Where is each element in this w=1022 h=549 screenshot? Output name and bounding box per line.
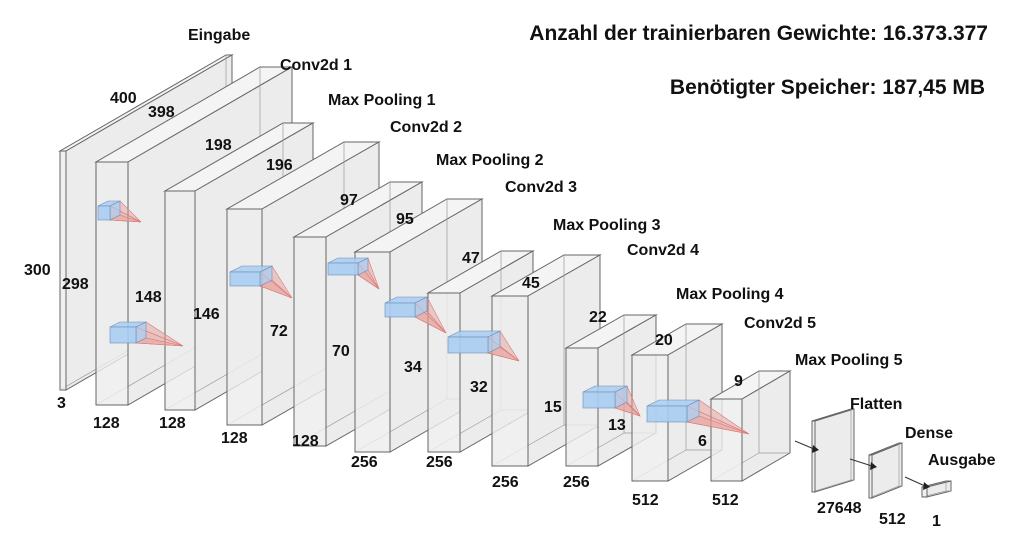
layer-depth-label: 512 <box>879 511 906 528</box>
layer-depth-label: 1 <box>932 513 941 530</box>
pool-cone-2 <box>384 296 447 334</box>
layer-name-label: Max Pooling 4 <box>676 286 784 303</box>
layer-front-face <box>293 236 327 447</box>
layer-width-label: 20 <box>655 332 673 349</box>
layer-height-label: 13 <box>608 417 626 434</box>
layer-width-label: 47 <box>462 250 480 267</box>
layer-depth-label: 256 <box>563 474 590 491</box>
layer-height-label: 300 <box>24 262 51 279</box>
layer-depth-label: 128 <box>292 433 319 450</box>
layer-box-14 <box>921 480 952 498</box>
layer-depth-label: 128 <box>221 430 248 447</box>
connection-arrow <box>904 476 926 487</box>
layer-front-face <box>226 208 263 426</box>
layer-depth-label: 512 <box>632 492 659 509</box>
layer-height-label: 32 <box>470 379 488 396</box>
layer-depth-label: 256 <box>351 454 378 471</box>
trainable-weights-label: Anzahl der trainierbaren Gewichte: 16.37… <box>529 22 988 45</box>
layer-name-label: Ausgabe <box>928 452 996 469</box>
layer-front-face <box>710 398 743 482</box>
layer-width-label: 22 <box>589 309 607 326</box>
layer-height-label: 34 <box>404 359 422 376</box>
layer-width-label: 398 <box>148 104 175 121</box>
layer-front-face <box>427 292 461 453</box>
layer-depth-label: 128 <box>159 415 186 432</box>
kernel-cone-4 <box>646 399 750 435</box>
layer-width-label: 198 <box>205 137 232 154</box>
hidden-edge <box>868 485 900 499</box>
connection-arrowhead <box>870 462 877 470</box>
layer-front-face <box>354 251 391 453</box>
layer-height-label: 72 <box>270 323 288 340</box>
layer-name-label: Max Pooling 5 <box>795 352 903 369</box>
layer-height-label: 15 <box>544 399 562 416</box>
kernel-cone-2 <box>327 257 380 290</box>
layer-width-label: 400 <box>110 90 137 107</box>
layer-height-label: 70 <box>332 343 350 360</box>
layer-name-label: Conv2d 2 <box>390 119 462 136</box>
layer-height-label: 298 <box>62 276 89 293</box>
layer-front-face <box>868 454 873 499</box>
layer-width-label: 45 <box>522 275 540 292</box>
kernel-cone-3 <box>447 330 520 362</box>
connection-arrow <box>849 458 873 467</box>
layer-front-face <box>59 150 67 391</box>
layer-front-face <box>811 420 816 493</box>
layer-name-label: Dense <box>905 425 953 442</box>
layer-side-face <box>814 408 855 493</box>
layer-front-face <box>95 161 129 406</box>
layer-front-face <box>565 347 599 467</box>
layer-name-label: Max Pooling 2 <box>436 152 544 169</box>
layer-box-13 <box>868 442 903 499</box>
layer-width-label: 196 <box>266 157 293 174</box>
layer-name-label: Max Pooling 1 <box>328 92 436 109</box>
layer-height-label: 6 <box>698 433 707 450</box>
hidden-edge <box>811 479 852 493</box>
layer-name-label: Conv2d 5 <box>744 315 816 332</box>
layer-name-label: Eingabe <box>188 27 250 44</box>
layer-height-label: 148 <box>135 289 162 306</box>
kernel-cone-1a <box>97 200 142 223</box>
layer-front-face <box>164 190 196 411</box>
pool-cone-1 <box>229 265 293 299</box>
layer-front-face <box>491 295 529 467</box>
layer-depth-label: 256 <box>426 454 453 471</box>
connection-arrow <box>794 440 815 450</box>
pool-cone-3 <box>582 385 641 417</box>
connection-arrowhead <box>923 482 930 490</box>
layer-depth-label: 128 <box>93 415 120 432</box>
layer-width-label: 9 <box>734 373 743 390</box>
kernel-cone-1b <box>109 321 184 347</box>
connection-arrowhead <box>812 445 819 453</box>
memory-usage-label: Benötigter Speicher: 187,45 MB <box>669 76 985 99</box>
layer-box-11 <box>709 370 792 482</box>
layer-side-face <box>871 442 903 499</box>
layer-width-label: 97 <box>340 192 358 209</box>
layer-width-label: 95 <box>396 211 414 228</box>
layer-name-label: Conv2d 3 <box>505 179 577 196</box>
layer-depth-label: 27648 <box>817 500 862 517</box>
layer-box-12 <box>811 408 855 493</box>
layer-name-label: Conv2d 1 <box>280 57 352 74</box>
layer-name-label: Flatten <box>850 396 902 413</box>
layer-depth-label: 512 <box>712 492 739 509</box>
layer-name-label: Conv2d 4 <box>627 242 699 259</box>
layer-name-label: Max Pooling 3 <box>553 217 661 234</box>
layer-height-label: 146 <box>193 306 220 323</box>
layer-depth-label: 3 <box>57 395 66 412</box>
layer-depth-label: 256 <box>492 474 519 491</box>
